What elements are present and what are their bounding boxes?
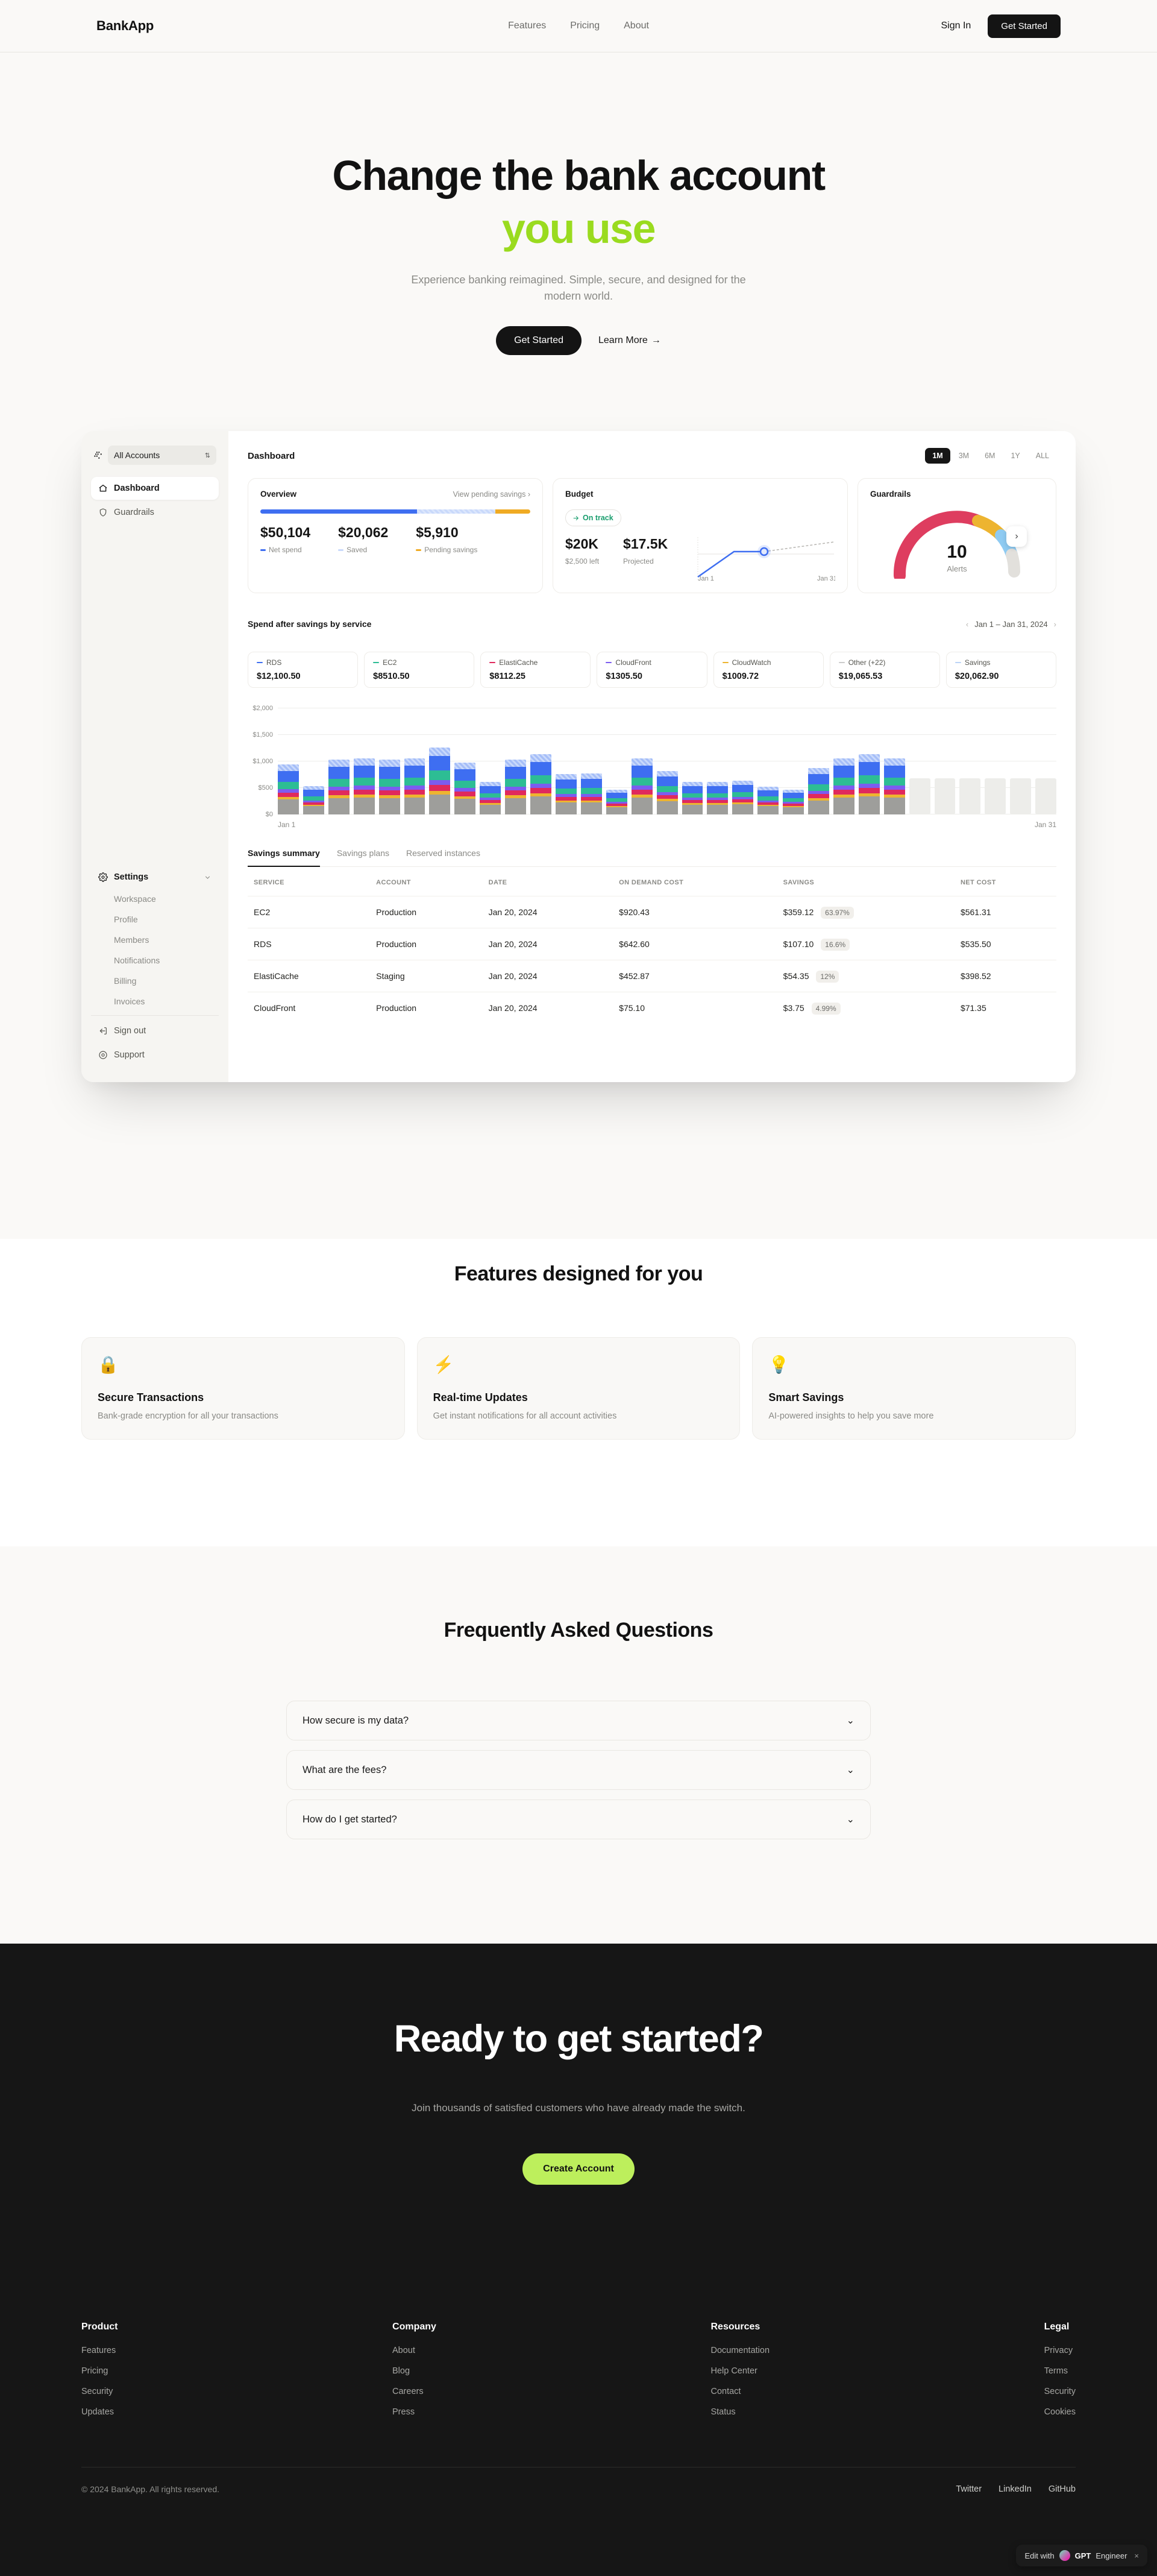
svg-text:10: 10	[947, 542, 967, 562]
svg-text:Alerts: Alerts	[947, 564, 967, 573]
svg-text:Jan 1: Jan 1	[698, 575, 714, 581]
svg-text:Jan 31: Jan 31	[817, 575, 835, 581]
